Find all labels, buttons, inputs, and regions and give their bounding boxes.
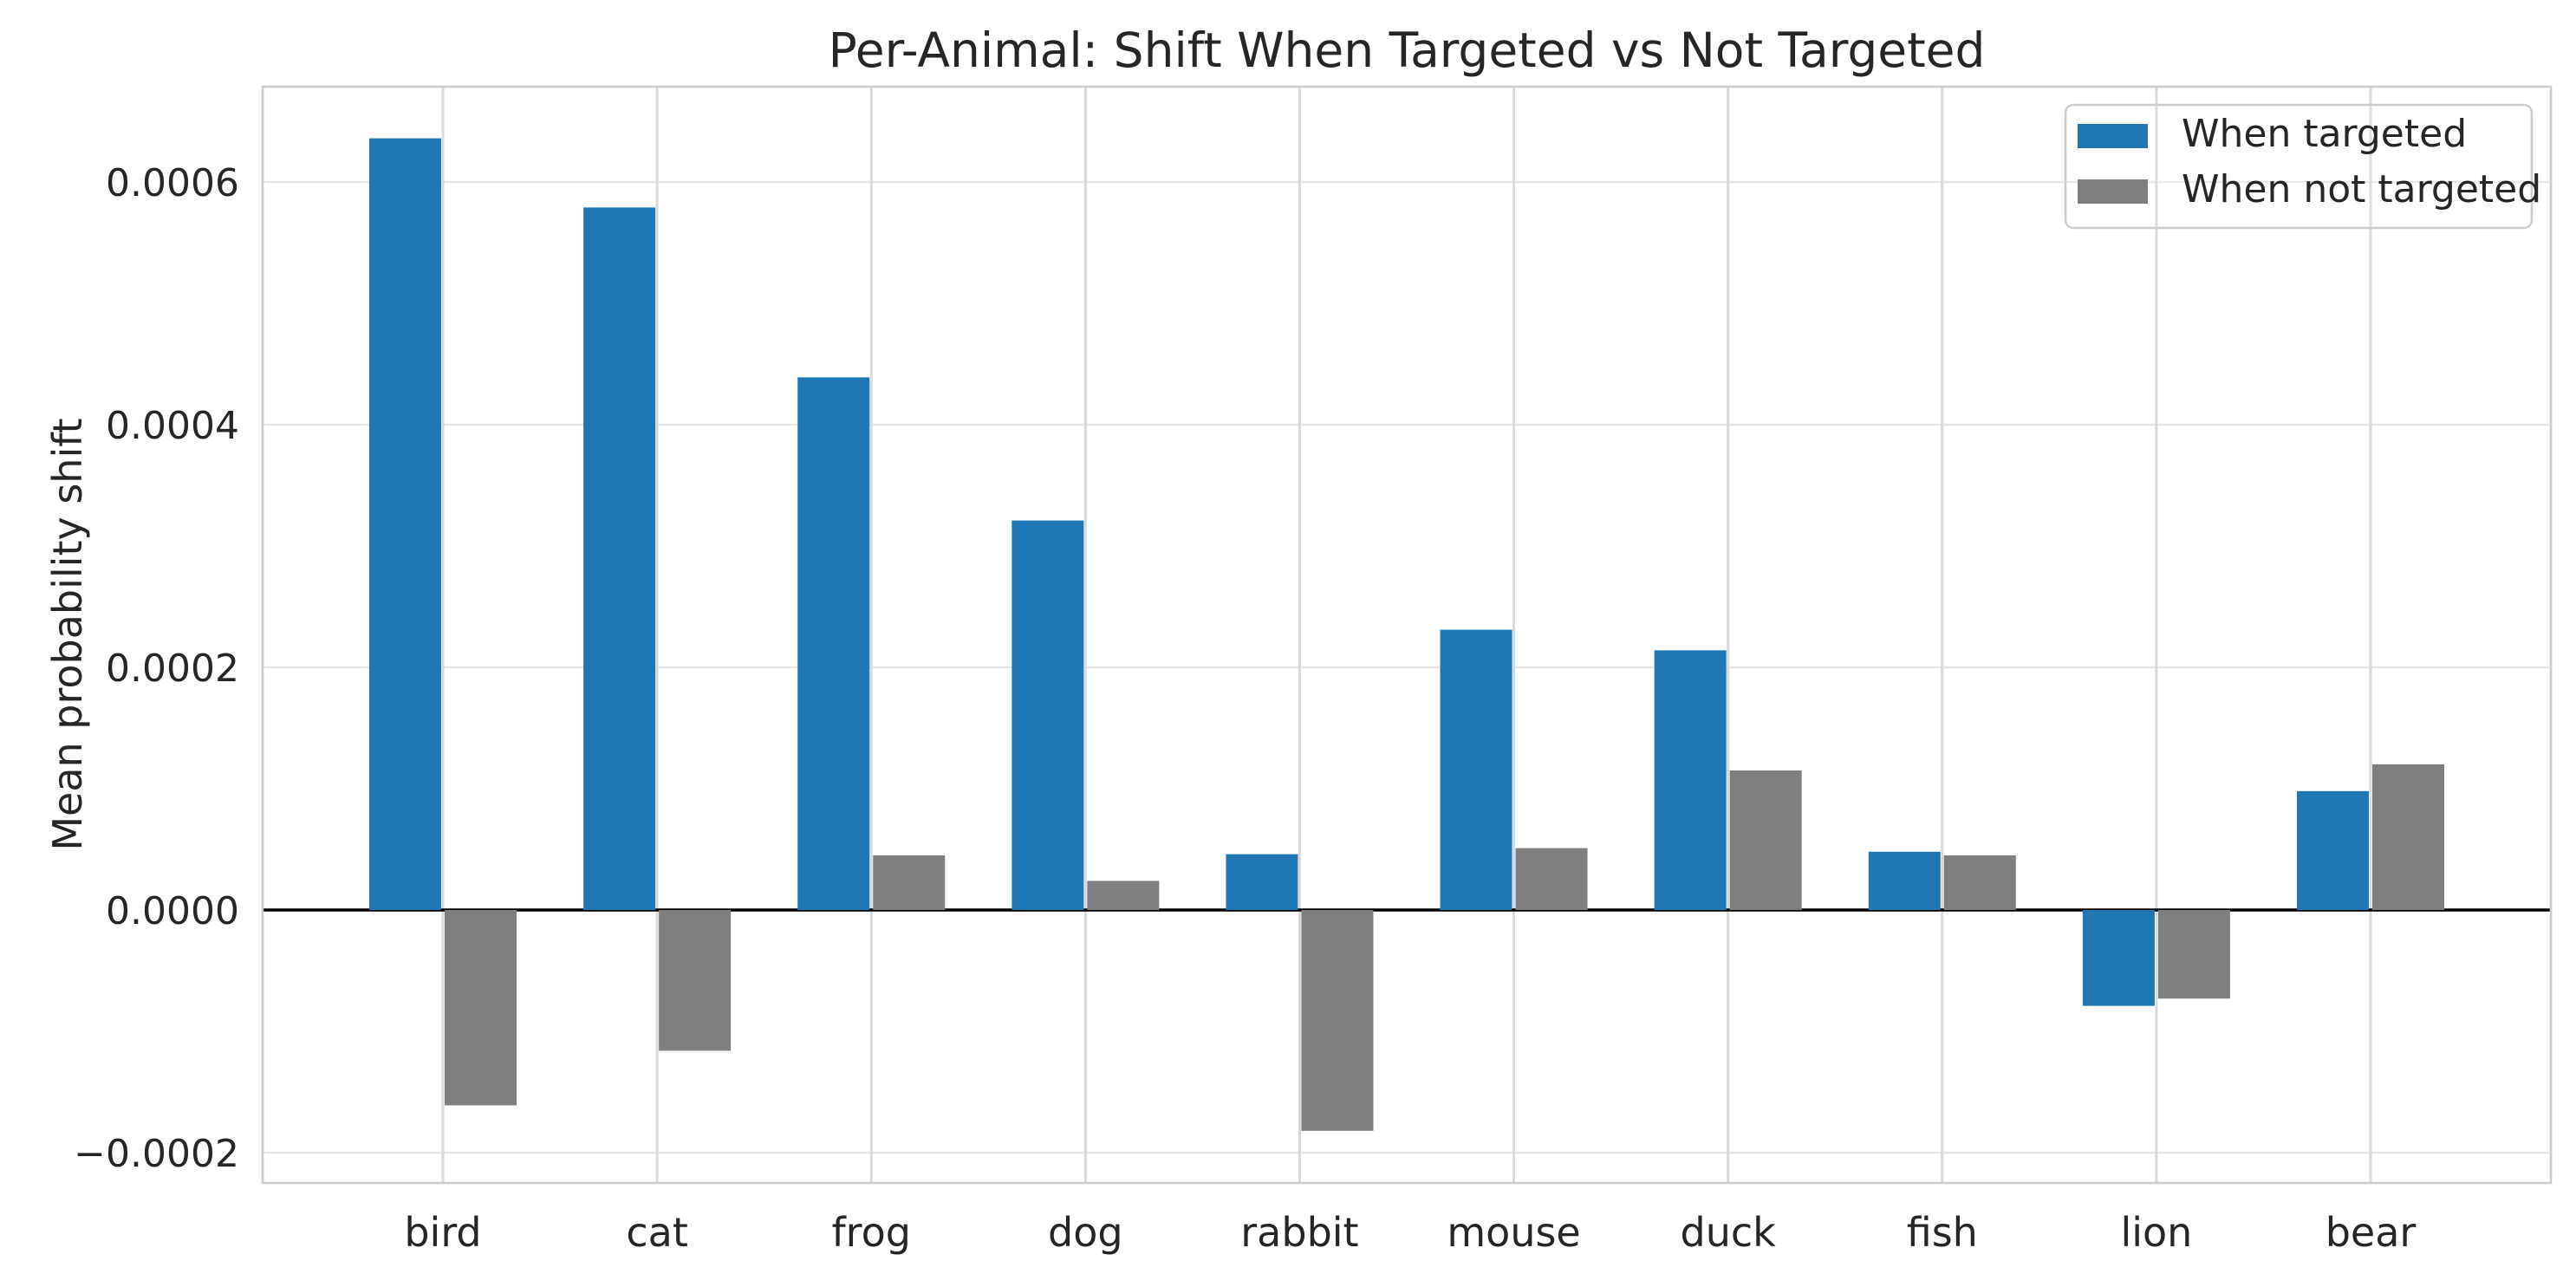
x-tick-label-duck: duck	[1681, 1209, 1777, 1256]
x-tick-label-lion: lion	[2120, 1209, 2192, 1256]
bar-dog-not-targeted	[1087, 881, 1160, 910]
x-tick-label-fish: fish	[1907, 1209, 1978, 1256]
bar-cat-targeted	[583, 207, 656, 910]
bar-bear-not-targeted	[2372, 764, 2444, 910]
bar-rabbit-not-targeted	[1301, 910, 1374, 1131]
legend-label-targeted: When targeted	[2182, 112, 2467, 156]
bar-fish-targeted	[1868, 851, 1941, 910]
bar-fish-not-targeted	[1943, 855, 2016, 910]
bar-mouse-targeted	[1440, 629, 1512, 910]
y-tick-label: −0.0002	[74, 1132, 239, 1176]
x-tick-label-bear: bear	[2326, 1209, 2417, 1256]
legend-swatch-targeted	[2078, 124, 2148, 148]
legend-box	[2064, 103, 2534, 230]
chart-title: Per-Animal: Shift When Targeted vs Not T…	[828, 23, 1986, 78]
y-tick-label: 0.0000	[106, 889, 239, 933]
bar-frog-targeted	[797, 377, 870, 910]
bar-rabbit-targeted	[1226, 854, 1298, 910]
bar-frog-not-targeted	[873, 855, 946, 910]
bar-lion-targeted	[2082, 910, 2155, 1006]
legend-label-not-targeted: When not targeted	[2182, 167, 2541, 211]
y-tick-label: 0.0002	[106, 647, 239, 691]
bar-duck-targeted	[1654, 650, 1727, 910]
x-tick-label-cat: cat	[626, 1209, 688, 1256]
x-tick-label-frog: frog	[831, 1209, 910, 1256]
bar-cat-not-targeted	[659, 910, 732, 1051]
x-tick-label-dog: dog	[1048, 1209, 1123, 1256]
x-tick-label-bird: bird	[404, 1209, 481, 1256]
bar-lion-not-targeted	[2157, 910, 2230, 999]
bar-bear-targeted	[2297, 790, 2369, 910]
bar-dog-targeted	[1012, 520, 1084, 910]
bar-duck-not-targeted	[1729, 770, 1802, 910]
x-tick-label-mouse: mouse	[1447, 1209, 1580, 1256]
bar-bird-not-targeted	[445, 910, 517, 1106]
legend: When targeted When not targeted	[2064, 103, 2541, 230]
bar-mouse-not-targeted	[1515, 848, 1588, 910]
plot-border	[261, 85, 2553, 1185]
x-tick-label-rabbit: rabbit	[1240, 1209, 1358, 1256]
y-tick-label: 0.0006	[106, 161, 239, 205]
legend-swatch-not-targeted	[2078, 179, 2148, 204]
y-tick-label: 0.0004	[106, 404, 239, 448]
bar-bird-targeted	[369, 138, 441, 911]
